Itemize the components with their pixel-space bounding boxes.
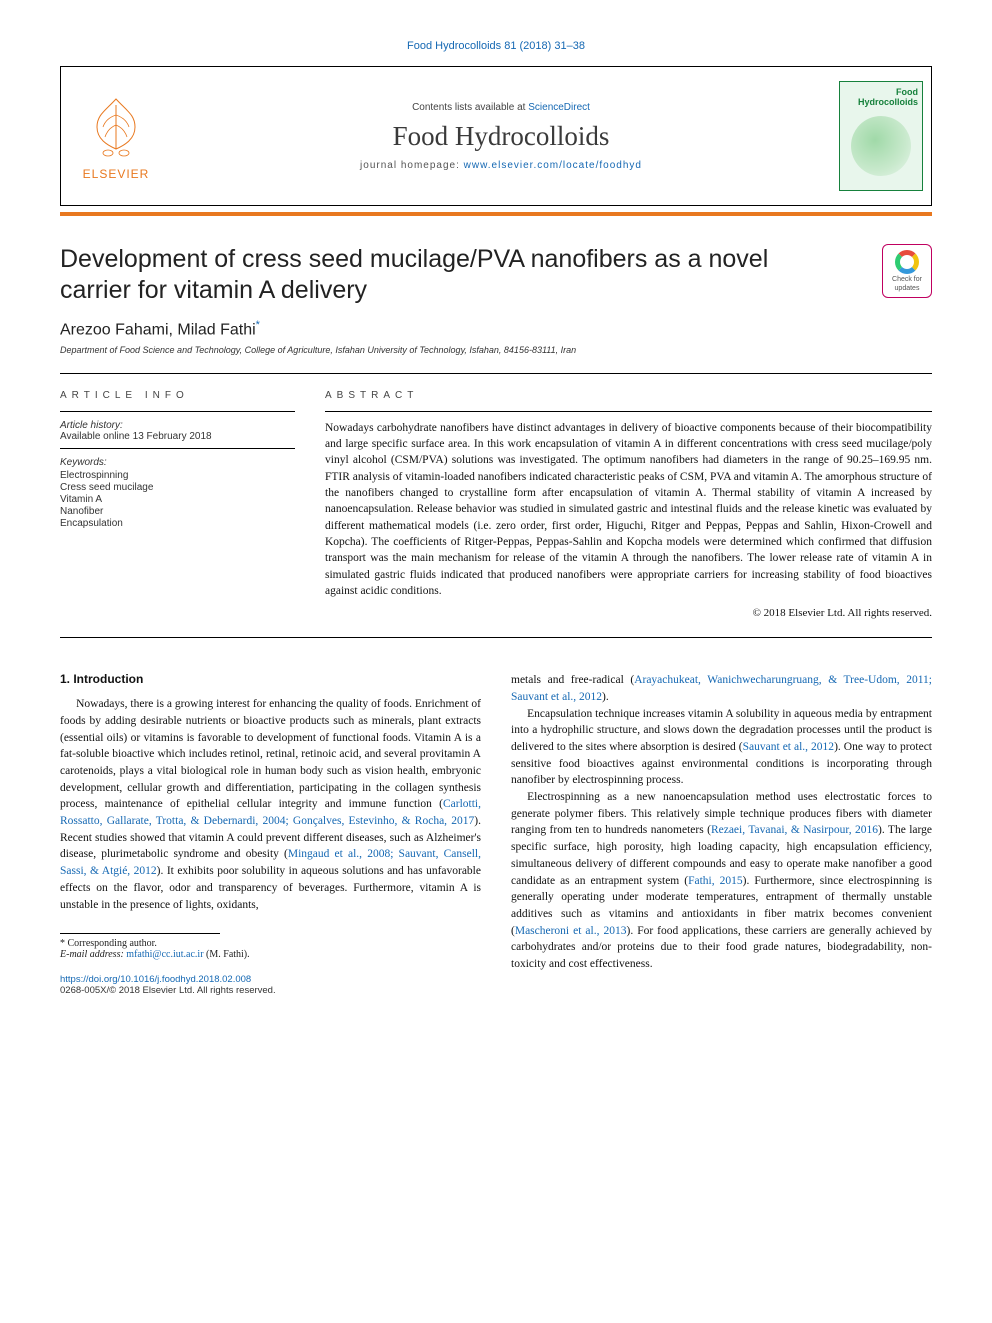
crossmark-badge[interactable]: Check for updates — [882, 244, 932, 298]
info-rule-2 — [60, 448, 295, 449]
citation-link[interactable]: Fathi, 2015 — [688, 875, 743, 887]
author-1: Arezoo Fahami, — [60, 321, 177, 338]
crossmark-ring-icon — [895, 250, 919, 274]
intro-continuation: metals and free-radical (Arayachukeat, W… — [511, 672, 932, 705]
keywords-list: Electrospinning Cress seed mucilage Vita… — [60, 470, 295, 529]
intro-para-2: Encapsulation technique increases vitami… — [511, 706, 932, 789]
right-lead: metals and free-radical ( — [511, 674, 634, 686]
abstract-heading: ABSTRACT — [325, 390, 932, 401]
corresponding-footer: * Corresponding author. E-mail address: … — [60, 933, 481, 960]
crossmark-label-1: Check for — [892, 276, 922, 283]
corresponding-marker: * — [256, 319, 260, 331]
email-name: (M. Fathi). — [206, 949, 250, 960]
footer-rule — [60, 933, 220, 934]
elsevier-logo: ELSEVIER — [83, 91, 150, 181]
sciencedirect-link[interactable]: ScienceDirect — [528, 102, 590, 113]
publisher-logo-cell: ELSEVIER — [61, 67, 171, 205]
keyword-item: Encapsulation — [60, 518, 295, 529]
header-middle: Contents lists available at ScienceDirec… — [171, 67, 831, 205]
article-title: Development of cress seed mucilage/PVA n… — [60, 244, 840, 307]
citation-link[interactable]: Sauvant et al., 2012 — [743, 741, 834, 753]
citation-link[interactable]: Rezaei, Tavanai, & Nasirpour, 2016 — [711, 824, 878, 836]
right-lead-end: ). — [602, 691, 609, 703]
contents-line: Contents lists available at ScienceDirec… — [412, 102, 590, 113]
issn-copyright: 0268-005X/© 2018 Elsevier Ltd. All right… — [60, 985, 481, 996]
keyword-item: Electrospinning — [60, 470, 295, 481]
citation-link[interactable]: Mascheroni et al., 2013 — [515, 925, 627, 937]
authors-line: Arezoo Fahami, Milad Fathi* — [60, 319, 932, 339]
contents-prefix: Contents lists available at — [412, 102, 528, 113]
homepage-prefix: journal homepage: — [360, 160, 464, 171]
cover-art-icon — [851, 116, 911, 176]
journal-cover-thumbnail: Food Hydrocolloids — [839, 81, 923, 191]
journal-name: Food Hydrocolloids — [393, 121, 610, 152]
abstract-column: ABSTRACT Nowadays carbohydrate nanofiber… — [325, 390, 932, 620]
intro-text-1: Nowadays, there is a growing interest fo… — [60, 698, 481, 810]
publisher-name: ELSEVIER — [83, 167, 150, 181]
article-info-heading: ARTICLE INFO — [60, 390, 295, 401]
author-email-link[interactable]: mfathi@cc.iut.ac.ir — [126, 949, 203, 960]
doi-block: https://doi.org/10.1016/j.foodhyd.2018.0… — [60, 974, 481, 996]
article-info-column: ARTICLE INFO Article history: Available … — [60, 390, 295, 620]
header-accent-bar — [60, 212, 932, 216]
mid-rule — [60, 637, 932, 638]
body-right-column: metals and free-radical (Arayachukeat, W… — [511, 672, 932, 996]
keywords-label: Keywords: — [60, 457, 295, 468]
body-left-column: 1. Introduction Nowadays, there is a gro… — [60, 672, 481, 996]
crossmark-label-2: updates — [895, 285, 920, 292]
keyword-item: Vitamin A — [60, 494, 295, 505]
keyword-item: Nanofiber — [60, 506, 295, 517]
intro-para-1: Nowadays, there is a growing interest fo… — [60, 696, 481, 913]
elsevier-tree-icon — [85, 91, 147, 163]
article-history-label: Article history: — [60, 420, 295, 431]
email-label: E-mail address: — [60, 949, 124, 960]
abstract-text: Nowadays carbohydrate nanofibers have di… — [325, 420, 932, 600]
top-rule — [60, 373, 932, 374]
info-rule-1 — [60, 411, 295, 412]
cover-title: Food Hydrocolloids — [844, 88, 918, 108]
affiliation: Department of Food Science and Technolog… — [60, 345, 932, 355]
cover-cell: Food Hydrocolloids — [831, 67, 931, 205]
doi-link[interactable]: https://doi.org/10.1016/j.foodhyd.2018.0… — [60, 974, 251, 985]
journal-header: ELSEVIER Contents lists available at Sci… — [60, 66, 932, 206]
corresponding-author-note: * Corresponding author. — [60, 938, 481, 949]
author-2: Milad Fathi — [177, 321, 255, 338]
intro-para-3: Electrospinning as a new nanoencapsulati… — [511, 789, 932, 972]
section-1-heading: 1. Introduction — [60, 672, 481, 686]
article-history-value: Available online 13 February 2018 — [60, 431, 295, 442]
journal-homepage-link[interactable]: www.elsevier.com/locate/foodhyd — [464, 160, 642, 171]
abstract-rule — [325, 411, 932, 412]
keyword-item: Cress seed mucilage — [60, 482, 295, 493]
journal-reference: Food Hydrocolloids 81 (2018) 31–38 — [60, 40, 932, 52]
homepage-line: journal homepage: www.elsevier.com/locat… — [360, 160, 642, 171]
copyright-line: © 2018 Elsevier Ltd. All rights reserved… — [325, 607, 932, 619]
